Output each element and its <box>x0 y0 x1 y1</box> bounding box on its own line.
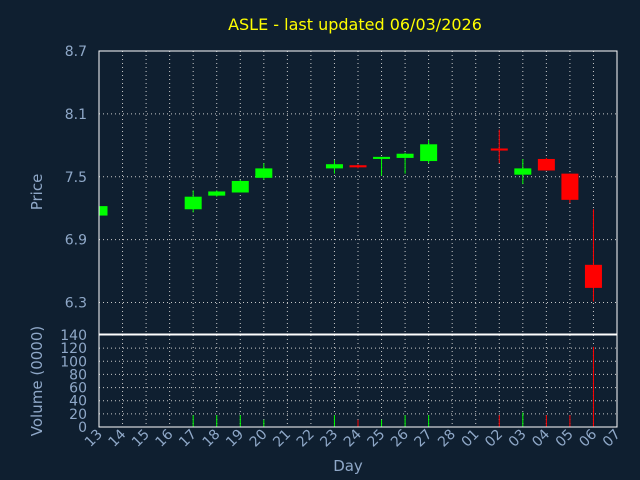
volume-tick-label: 60 <box>69 381 87 397</box>
candle-body <box>208 191 226 196</box>
candle-body <box>584 264 602 288</box>
candle-body <box>325 164 343 169</box>
candle-23 <box>325 160 343 174</box>
candle-body <box>349 165 367 168</box>
candles <box>98 129 602 302</box>
candle-05 <box>561 173 579 203</box>
candle-20 <box>255 163 273 180</box>
candle-body <box>396 153 414 158</box>
price-tick-label: 8.1 <box>65 107 87 123</box>
volume-tick-label: 100 <box>60 354 87 370</box>
candle-06 <box>584 209 602 302</box>
candle-body <box>184 196 202 210</box>
candle-25 <box>373 156 391 176</box>
candle-13 <box>98 205 108 216</box>
price-panel-frame <box>98 50 618 335</box>
volume-tick-label: 20 <box>69 407 87 423</box>
price-tick-label: 8.7 <box>65 44 87 60</box>
candle-24 <box>349 164 367 169</box>
candle-04 <box>537 157 555 171</box>
candle-body <box>99 206 108 216</box>
candle-19 <box>231 179 249 193</box>
volume-tick-label: 80 <box>69 367 87 383</box>
candle-body <box>561 173 579 200</box>
candle-26 <box>396 152 414 174</box>
candle-body <box>490 148 508 151</box>
price-tick-label: 6.9 <box>65 233 87 249</box>
volume-panel-frame <box>98 334 618 428</box>
chart-title: ASLE - last updated 06/03/2026 <box>228 15 482 34</box>
candle-body <box>514 168 532 175</box>
x-tick-labels: 13 14 15 16 17 18 19 20 21 22 23 24 25 26 27 28 01 02 03 04… <box>82 426 624 450</box>
candle-body <box>373 156 391 159</box>
price-y-tick-labels: 6.3 6.9 7.5 8.1 8.7 <box>65 44 87 312</box>
volume-axis-label: Volume (0000) <box>28 326 46 436</box>
candle-body <box>537 158 555 171</box>
price-tick-label: 7.5 <box>65 170 87 186</box>
candle-17 <box>184 190 202 213</box>
x-axis-label: Day <box>333 457 363 475</box>
candle-27 <box>420 140 438 164</box>
candle-body <box>255 168 273 178</box>
candle-body <box>420 144 438 162</box>
volume-tick-label: 0 <box>78 420 87 436</box>
price-tick-label: 6.3 <box>65 296 87 312</box>
volume-tick-label: 120 <box>60 341 87 357</box>
candle-02 <box>490 129 508 164</box>
volume-tick-label: 40 <box>69 394 87 410</box>
candle-18 <box>208 190 226 197</box>
candle-03 <box>514 158 532 185</box>
volume-tick-label: 140 <box>60 328 87 344</box>
price-axis-label: Price <box>28 174 46 211</box>
candle-body <box>231 180 249 193</box>
